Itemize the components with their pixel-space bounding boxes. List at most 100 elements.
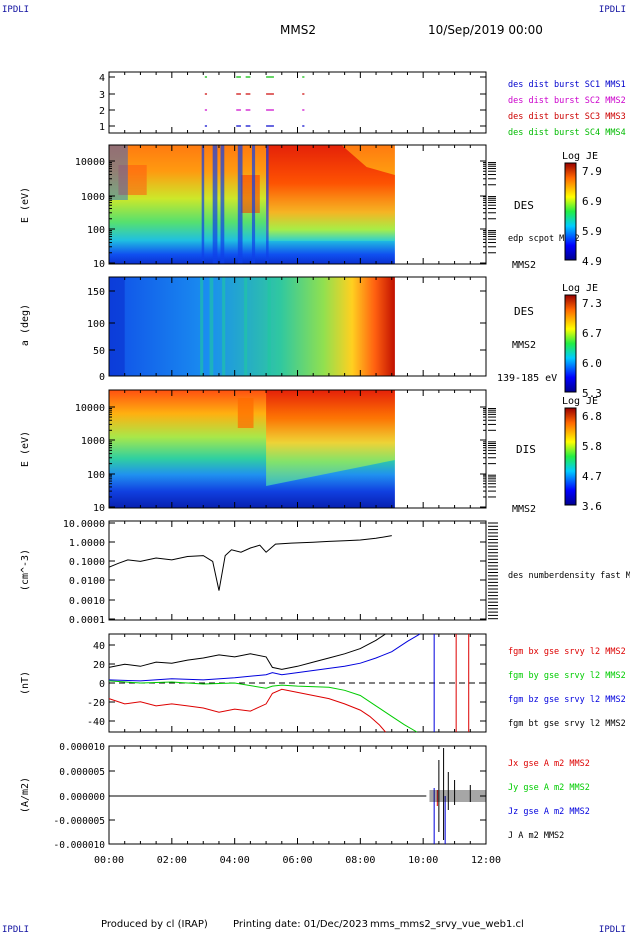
dis-ytick-label: 1000	[81, 436, 105, 447]
j-ylabel: (A/m2)	[20, 777, 31, 813]
des-ytick-label: 10000	[75, 157, 105, 168]
des-colorbar-tick: 6.9	[582, 195, 602, 208]
des-ytick-label: 1000	[81, 192, 105, 203]
pa-stripe	[200, 277, 204, 376]
des-stripe	[220, 145, 225, 264]
pa-colorbar-tick: 6.0	[582, 357, 602, 370]
j-legend-entry: J A m2 MMS2	[508, 831, 564, 841]
b-ylabel: (nT)	[20, 671, 31, 695]
j-legend-entry: Jx gse A m2 MMS2	[508, 759, 590, 769]
des-stripe	[212, 145, 218, 264]
burst-legend-entry: des dist burst SC1 MMS1	[508, 80, 626, 90]
dis-colorbar-tick: 5.8	[582, 440, 602, 453]
header-right-tag: IPDLI	[598, 5, 626, 15]
x-tick-label: 10:00	[408, 855, 438, 866]
des-ylabel: E (eV)	[20, 187, 31, 223]
des-stripe	[266, 145, 269, 264]
datetime-title: 10/Sep/2019 00:00	[428, 23, 543, 37]
des-pitch-angle-panel: 150 100 50 0 a (deg) DES MMS2 139-185 eV Log JE 7…	[20, 276, 602, 400]
dens-ytick-label: 0.0001	[69, 615, 105, 626]
pa-energy-range: 139-185 eV	[497, 373, 557, 384]
pa-colorbar-tick: 5.3	[582, 387, 602, 400]
b-series-line	[108, 633, 386, 670]
pa-stripe	[209, 277, 214, 376]
header-left-tag: IPDLI	[2, 5, 30, 15]
density-series-label: des numberdensity fast M	[508, 571, 630, 581]
burst-ytick-label: 4	[99, 73, 105, 84]
des-stripe	[251, 145, 256, 264]
des-warm-patch	[118, 165, 147, 195]
dis-energy-panel: 10000 1000 100 10 E (eV) DIS MMS2 Log JE 6.8 5.8 4…	[20, 389, 602, 515]
des-blue-patch	[109, 145, 128, 200]
pa-ytick-label: 0	[99, 372, 105, 383]
dens-ytick-label: 10.0000	[63, 519, 105, 530]
b-series-line	[108, 680, 418, 733]
pa-colorbar-tick: 6.7	[582, 327, 602, 340]
burst-legend-entry: des dist burst SC4 MMS4	[508, 128, 626, 138]
time-axis: 00:00 02:00 04:00 06:00 08:00 10:00 12:00	[94, 855, 501, 866]
footer-printing-date: Printing date: 01/Dec/2023	[233, 919, 369, 930]
dis-ytick-label: 100	[87, 470, 105, 481]
b-legend-entry: fgm by gse srvy l2 MMS2	[508, 671, 626, 681]
des-sc-label: MMS2	[512, 260, 536, 271]
b-legend-entry: fgm bz gse srvy l2 MMS2	[508, 695, 626, 705]
x-tick-label: 12:00	[471, 855, 501, 866]
b-ytick-label: -20	[87, 698, 105, 709]
j-ytick-label: 0.000005	[59, 767, 105, 778]
magnetic-field-panel: 40 20 0 -20 -40 fgm bx gse srvy l2 MMS2 fgm by…	[20, 633, 626, 733]
j-noise-band	[429, 790, 486, 802]
des-colorbar	[564, 162, 577, 261]
footer-right-tag: IPDLI	[598, 925, 626, 935]
dis-ytick-label: 10	[93, 503, 105, 514]
des-colorbar-tick: 4.9	[582, 255, 602, 268]
burst-ytick-label: 3	[99, 90, 105, 101]
pa-colorbar-tick: 7.3	[582, 297, 602, 310]
dis-ylabel: E (eV)	[20, 431, 31, 467]
x-tick-label: 06:00	[282, 855, 312, 866]
des-stripe	[237, 145, 243, 264]
pa-ytick-label: 50	[93, 346, 105, 357]
des-ytick-label: 100	[87, 225, 105, 236]
dens-ytick-label: 0.1000	[69, 557, 105, 568]
b-series-line	[108, 633, 421, 682]
dens-ytick-label: 0.0010	[69, 596, 105, 607]
dis-warm-patch	[237, 398, 254, 428]
des-colorbar-tick: 5.9	[582, 225, 602, 238]
des-ytick-label: 10	[93, 259, 105, 270]
b-legend-entry: fgm bt gse srvy l2 MMS2	[508, 719, 626, 729]
pa-stripe	[244, 277, 248, 376]
j-ytick-label: -0.000005	[54, 816, 105, 827]
dis-hot-region	[266, 390, 395, 486]
footer-produced-by: Produced by cl (IRAP)	[101, 919, 208, 930]
burst-legend-entry: des dist burst SC2 MMS2	[508, 96, 626, 106]
density-panel: 10.0000 1.0000 0.1000 0.0100 0.0010 0.0001 (cm…	[20, 519, 630, 626]
pa-stripe	[267, 277, 271, 376]
dis-colorbar-tick: 3.6	[582, 500, 602, 513]
x-tick-label: 04:00	[220, 855, 250, 866]
dis-colorbar	[564, 407, 577, 506]
pa-label: DES	[514, 305, 534, 318]
j-ytick-label: 0.000000	[59, 792, 105, 803]
pa-colorbar	[564, 294, 577, 393]
current-density-panel: 0.000010 0.000005 0.000000 -0.000005 -0.0000…	[20, 742, 590, 851]
des-stripe	[201, 145, 205, 264]
j-legend-entry: Jz gse A m2 MMS2	[508, 807, 590, 817]
pa-ytick-label: 100	[87, 319, 105, 330]
pa-spectrogram-background	[109, 277, 395, 376]
des-colorbar-tick: 7.9	[582, 165, 602, 178]
x-tick-label: 00:00	[94, 855, 124, 866]
dis-colorbar-title: Log JE	[562, 396, 598, 407]
burst-panel: 4 3 2 1 des dist burst SC1 MMS1 des dist burs…	[99, 71, 626, 138]
des-warm-patch	[240, 175, 260, 213]
footer-file-name: mms_mms2_srvy_vue_web1.cl	[370, 919, 524, 930]
pa-stripe	[222, 277, 226, 376]
dens-ytick-label: 0.0100	[69, 576, 105, 587]
des-label: DES	[514, 199, 534, 212]
j-ytick-label: 0.000010	[59, 742, 105, 753]
x-tick-label: 02:00	[157, 855, 187, 866]
burst-legend-entry: des dist burst SC3 MMS3	[508, 112, 626, 122]
dis-ytick-label: 10000	[75, 403, 105, 414]
dis-colorbar-tick: 4.7	[582, 470, 602, 483]
x-tick-label: 08:00	[345, 855, 375, 866]
